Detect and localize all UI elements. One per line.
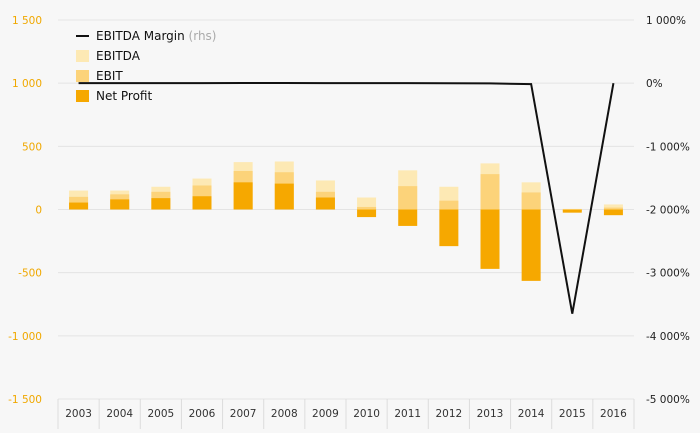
right-tick-label: -1 000% <box>646 141 690 153</box>
category-label: 2007 <box>230 408 257 420</box>
bar-net-profit <box>69 202 89 210</box>
line-ebitda-margin <box>78 82 615 314</box>
left-tick-label: 500 <box>22 141 42 153</box>
bar-net-profit <box>521 209 541 281</box>
bar-net-profit <box>480 209 500 269</box>
bar-ebitda <box>357 197 377 210</box>
gridlines <box>57 19 635 429</box>
legend-swatch <box>76 70 89 82</box>
legend-label: EBITDA <box>96 49 141 63</box>
bar-ebitda <box>603 204 623 210</box>
bar-ebit <box>603 207 623 210</box>
legend-label: Net Profit <box>96 89 152 103</box>
left-tick-label: 0 <box>35 205 42 217</box>
category-label: 2012 <box>435 408 462 420</box>
axes: -1 500 -1 000 -500 0 500 1 000 1 500 -5 000% -4 … <box>8 15 690 420</box>
legend-label: EBITDA Margin (rhs) <box>96 29 217 43</box>
left-tick-label: -1 500 <box>8 394 42 406</box>
legend-swatch <box>76 50 89 62</box>
bar-net-profit <box>192 196 212 210</box>
bars <box>69 161 623 281</box>
bar-ebit <box>439 200 459 210</box>
category-label: 2016 <box>600 408 627 420</box>
category-label: 2015 <box>559 408 586 420</box>
bar-net-profit <box>274 183 294 210</box>
category-label: 2010 <box>353 408 380 420</box>
category-label: 2003 <box>65 408 92 420</box>
right-tick-label: -2 000% <box>646 205 690 217</box>
bar-net-profit <box>398 209 418 226</box>
bar-ebitda <box>562 208 582 210</box>
category-label: 2014 <box>518 408 545 420</box>
category-label: 2011 <box>394 408 421 420</box>
bar-net-profit <box>357 209 377 218</box>
right-tick-label: -5 000% <box>646 394 690 406</box>
bar-ebit <box>398 186 418 210</box>
legend-swatch <box>76 90 89 102</box>
right-tick-label: 0% <box>646 78 663 90</box>
right-tick-label: -4 000% <box>646 331 690 343</box>
category-label: 2013 <box>477 408 504 420</box>
left-tick-label: 1 500 <box>12 15 42 27</box>
left-tick-label: -1 000 <box>8 331 42 343</box>
right-tick-label: 1 000% <box>646 15 686 27</box>
left-tick-label: -500 <box>18 268 42 280</box>
bar-net-profit <box>315 197 335 210</box>
category-label: 2004 <box>106 408 133 420</box>
bar-net-profit <box>110 199 130 210</box>
category-label: 2008 <box>271 408 298 420</box>
bar-net-profit <box>233 182 253 210</box>
legend: EBITDA Margin (rhs) EBITDA EBIT Net Profit <box>76 29 217 103</box>
margin-line <box>78 82 615 314</box>
bar-net-profit <box>603 209 623 216</box>
legend-label-suffix: (rhs) <box>185 29 217 43</box>
bar-ebit <box>480 174 500 210</box>
category-label: 2005 <box>147 408 174 420</box>
category-label: 2009 <box>312 408 339 420</box>
category-label: 2006 <box>189 408 216 420</box>
bar-net-profit <box>562 209 582 213</box>
bar-net-profit <box>151 198 171 210</box>
left-tick-label: 1 000 <box>12 78 42 90</box>
right-tick-label: -3 000% <box>646 268 690 280</box>
bar-ebit <box>521 192 541 210</box>
legend-label: EBIT <box>96 69 123 83</box>
bar-net-profit <box>439 209 459 247</box>
bar-ebit <box>357 206 377 210</box>
